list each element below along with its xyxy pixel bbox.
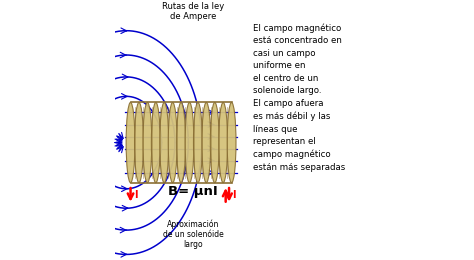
Ellipse shape (193, 102, 202, 183)
Ellipse shape (177, 102, 185, 183)
Ellipse shape (185, 102, 194, 183)
Ellipse shape (227, 102, 236, 183)
Ellipse shape (210, 102, 219, 183)
Ellipse shape (126, 102, 135, 183)
Text: B= μnI: B= μnI (168, 185, 218, 198)
Ellipse shape (219, 102, 228, 183)
Ellipse shape (160, 102, 169, 183)
Ellipse shape (143, 102, 152, 183)
Text: I: I (134, 190, 137, 200)
Text: Rutas de la ley
de Ampere: Rutas de la ley de Ampere (162, 2, 224, 21)
Ellipse shape (168, 102, 177, 183)
Ellipse shape (151, 102, 160, 183)
Ellipse shape (202, 102, 211, 183)
Text: El campo magnético
está concentrado en
casi un campo
uniforme en
el centro de un: El campo magnético está concentrado en c… (253, 23, 345, 172)
Ellipse shape (135, 102, 144, 183)
Text: I: I (232, 190, 236, 200)
Text: Aproximación
de un solenóide
largo: Aproximación de un solenóide largo (163, 219, 224, 250)
